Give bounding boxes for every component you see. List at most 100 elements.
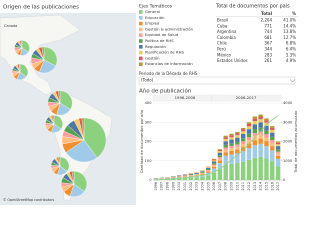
bar-segment — [246, 159, 252, 180]
y2-tick-label: 3000 — [283, 120, 293, 124]
legend-label: Empleo — [145, 21, 160, 26]
bar-segment — [235, 146, 240, 150]
filter-value[interactable]: (Todo) — [141, 78, 154, 83]
table-cell: 2,204 — [261, 18, 273, 23]
bar-segment — [211, 159, 217, 161]
bar-segment — [246, 137, 252, 141]
legend-label: Educación — [145, 15, 165, 20]
legend-swatch — [139, 39, 143, 43]
legend-swatch — [139, 45, 143, 49]
bar-segment — [235, 163, 240, 180]
pie-slice — [41, 46, 45, 61]
bar-segment — [240, 128, 246, 130]
bar-segment — [188, 173, 194, 175]
bar-segment — [229, 145, 234, 149]
table-cell: México — [217, 52, 232, 57]
table-cell: 283 — [264, 52, 272, 57]
legend-swatch — [139, 33, 143, 37]
table-cell: 13.8% — [283, 29, 296, 34]
bar-segment — [240, 161, 246, 180]
x-tick-label: 2000 — [177, 182, 181, 191]
x-tick-label: 2011 — [241, 182, 245, 191]
table-header: % — [292, 11, 296, 16]
bar-segment — [217, 149, 223, 150]
bar-segment — [235, 149, 240, 154]
table-cell: 367 — [264, 41, 272, 46]
bar-segment — [252, 124, 258, 130]
bar-segment — [240, 129, 246, 132]
legend-swatch — [139, 16, 143, 20]
map-credit: © OpenStreetMap contributors — [3, 198, 55, 202]
table-cell: 5.3% — [286, 52, 296, 57]
bar-segment — [235, 141, 240, 145]
bar-segment — [194, 172, 199, 174]
bar-segment — [258, 143, 263, 157]
legend-title: Ejes Temáticos — [139, 3, 173, 10]
bar-segment — [258, 119, 263, 123]
pie-slice — [58, 90, 61, 104]
bar-segment — [211, 172, 217, 180]
bar-segment — [217, 155, 223, 158]
bar-segment — [171, 177, 176, 179]
bar-segment — [275, 142, 281, 145]
table-cell: 12.7% — [283, 35, 296, 40]
bar-segment — [252, 118, 258, 122]
bar-segment — [270, 136, 275, 141]
bar-segment — [235, 131, 240, 134]
bar-segment — [252, 157, 258, 180]
legend-swatch — [139, 10, 143, 14]
bar-segment — [229, 148, 234, 151]
chart: 1996-2006 2006-20170100200300400010002000… — [139, 94, 298, 191]
legend-label: Política de RHS — [145, 38, 174, 43]
table-cell: 681 — [264, 35, 272, 40]
x-tick-label: 2002 — [189, 182, 193, 191]
table-cell: 14.4% — [283, 23, 296, 28]
period-band — [211, 94, 282, 102]
x-tick-label: 2006 — [212, 182, 216, 191]
table-cell: 6.4% — [286, 47, 296, 52]
bar-segment — [258, 122, 263, 128]
pie-slice — [71, 171, 75, 185]
bar-segment — [223, 149, 228, 153]
table-cell: Estados Unidos — [217, 58, 248, 63]
bar-segment — [264, 130, 269, 135]
bar-segment — [246, 148, 252, 160]
x-tick-label: 2015 — [264, 182, 268, 191]
x-tick-label: 2013 — [253, 182, 257, 191]
bar-segment — [223, 152, 228, 156]
cumulative-line — [155, 115, 279, 181]
bar-segment — [229, 154, 234, 164]
table-cell: 261 — [264, 58, 272, 63]
bar-segment — [159, 178, 164, 180]
bar-segment — [270, 146, 275, 151]
map-title: Origen de las publicaciones — [3, 5, 79, 11]
pie-slice — [58, 156, 61, 167]
bar-segment — [206, 169, 211, 170]
bar-segment — [270, 142, 275, 147]
bar-segment — [235, 133, 240, 136]
table-cell: Perú — [217, 47, 226, 52]
x-tick-label: 1998 — [166, 182, 170, 191]
bar-segment — [176, 178, 182, 180]
bar-segment — [229, 150, 234, 155]
legend-label: Estancias de información — [145, 61, 193, 66]
bar-segment — [217, 151, 223, 153]
bar-segment — [211, 168, 217, 173]
bar-segment — [229, 135, 234, 138]
legend-label: Gestión & administración — [145, 26, 194, 31]
bar-segment — [275, 149, 281, 152]
bar-segment — [235, 144, 240, 147]
bar-segment — [235, 137, 240, 142]
bar-segment — [229, 137, 234, 140]
filter-dropdown[interactable] — [138, 76, 296, 85]
table-cell: Colombia — [217, 35, 236, 40]
table-cell: 344 — [264, 47, 272, 52]
legend-label: Regulación — [145, 44, 166, 49]
bar-segment — [188, 177, 194, 180]
table-cell: Brasil — [217, 18, 228, 23]
table-cell: 41.0% — [283, 18, 296, 23]
legend-label: General — [145, 9, 160, 14]
pie-slice — [81, 117, 85, 141]
bar-segment — [264, 146, 269, 159]
